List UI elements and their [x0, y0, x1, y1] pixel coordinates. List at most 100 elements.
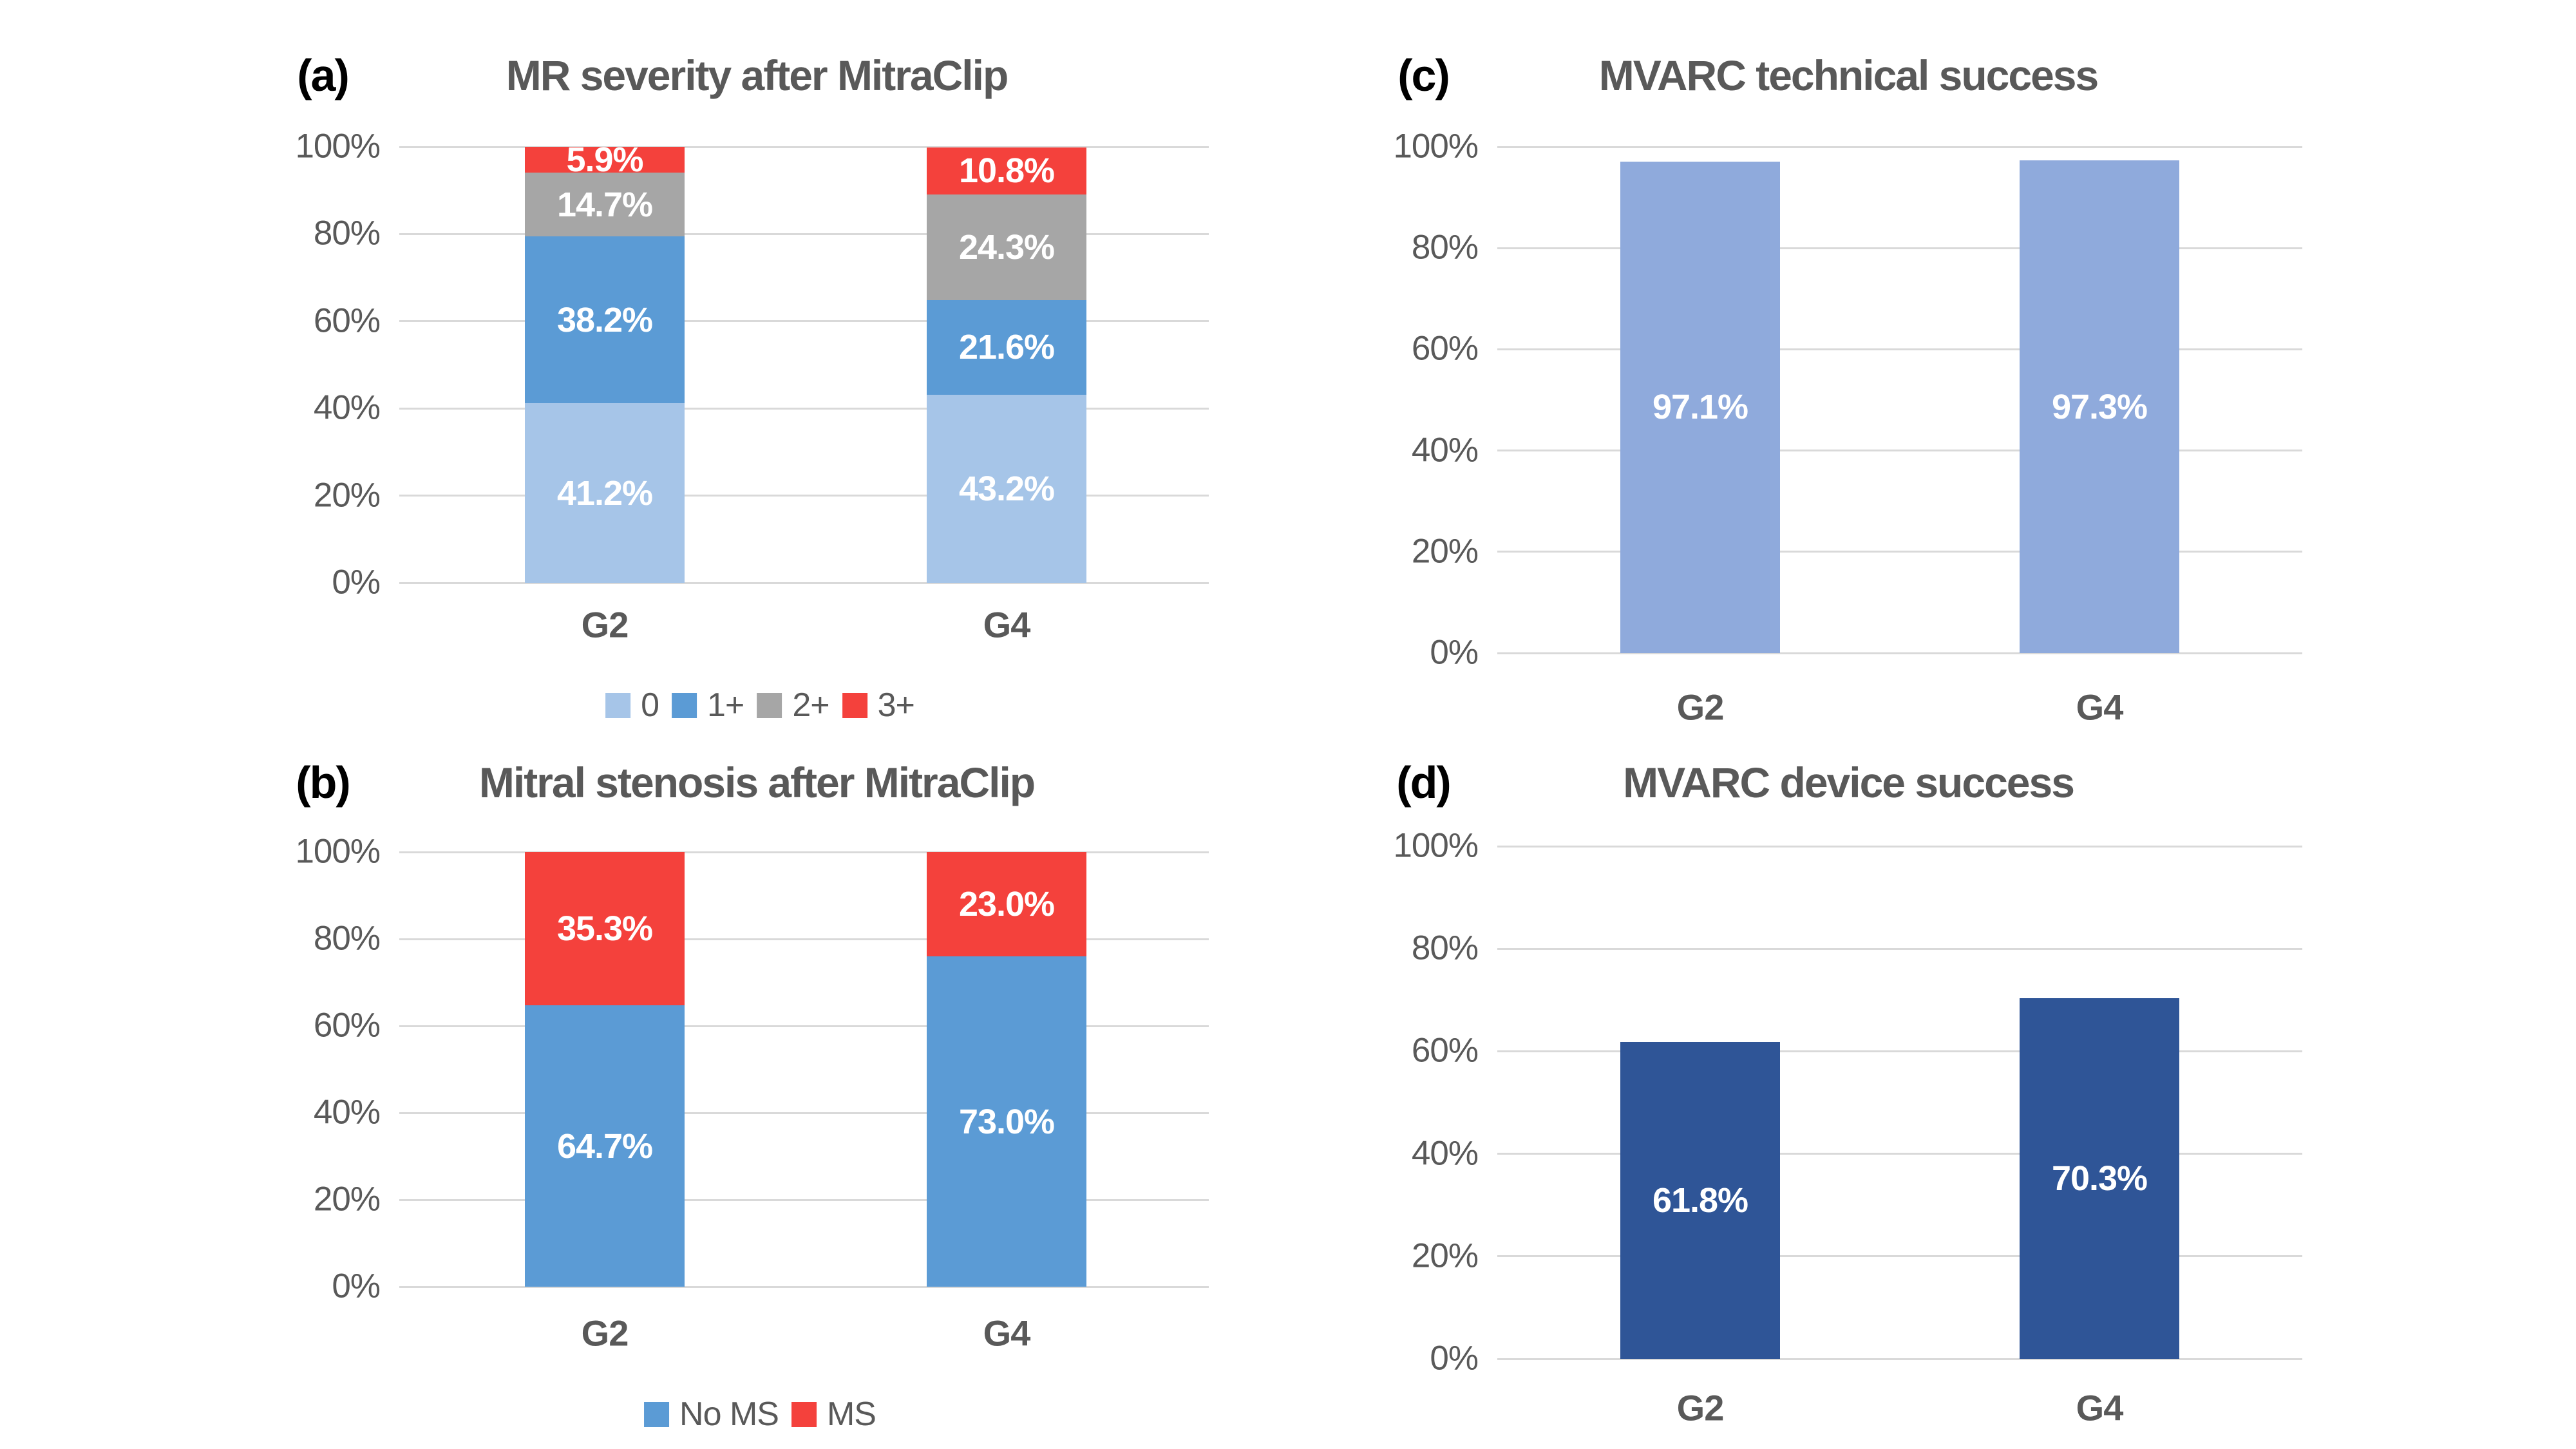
y-tick-label: 80%: [313, 919, 381, 958]
bar-segment: 64.7%: [525, 1005, 685, 1287]
chart-title-b: Mitral stenosis after MitraClip: [478, 759, 1036, 806]
gridline: [1497, 247, 2302, 249]
gridline: [399, 938, 1209, 940]
y-tick-label: 40%: [313, 388, 381, 427]
bar-g2: 64.7% 35.3%: [525, 852, 685, 1287]
category-label: G2: [581, 1312, 629, 1354]
y-tick-label: 100%: [295, 832, 381, 871]
chart-title-c: MVARC technical success: [1598, 52, 2099, 99]
gridline: [399, 1112, 1209, 1114]
legend-item: 0: [605, 688, 659, 722]
y-tick-label: 100%: [1393, 127, 1479, 166]
legend-item: 3+: [842, 687, 915, 724]
panel-letter-b: (b): [296, 757, 350, 808]
bar-g2: 97.1%: [1620, 161, 1780, 653]
category-label: G4: [2076, 687, 2124, 728]
y-tick-label: 20%: [1411, 1236, 1479, 1275]
category-label: G2: [1676, 687, 1725, 728]
bar-segment: 21.6%: [927, 300, 1086, 395]
bar-value-label: 61.8%: [1652, 1181, 1748, 1220]
gridline: [1497, 1255, 2302, 1258]
gridline: [1497, 845, 2302, 848]
gridline: [399, 232, 1209, 235]
bar-segment: 5.9%: [525, 142, 685, 177]
bar-value-label: 73.0%: [958, 1102, 1055, 1141]
y-tick-label: 0%: [1430, 1339, 1479, 1378]
gridline: [399, 146, 1209, 148]
y-tick-label: 60%: [313, 301, 381, 340]
gridline: [1497, 1050, 2302, 1052]
y-tick-label: 80%: [1411, 929, 1479, 967]
plot-area-a: 0% 20% 40% 60% 80% 100% 41.2% 38.2% 14.7% 5.9% G2 4…: [295, 127, 1209, 645]
gridline: [399, 582, 1209, 584]
y-tick-label: 20%: [313, 475, 381, 514]
gridline: [1497, 450, 2302, 452]
legend-label: No MS: [679, 1396, 779, 1433]
bar-segment: 38.2%: [525, 236, 685, 404]
bar-g4: 73.0% 23.0%: [927, 852, 1086, 1287]
plot-area-b: 0% 20% 40% 60% 80% 100% 64.7% 35.3% G2 73.0% 23.0%…: [295, 832, 1209, 1354]
legend-item: No MS: [644, 1397, 779, 1431]
gridline: [399, 407, 1209, 410]
y-tick-label: 0%: [332, 1267, 381, 1305]
bar-value-label: 5.9%: [566, 140, 643, 179]
legend-label: 0: [641, 687, 659, 724]
bar-segment: 70.3%: [2020, 998, 2179, 1359]
bar-value-label: 24.3%: [958, 228, 1055, 267]
y-tick-label: 100%: [1393, 826, 1479, 865]
bar-g2: 41.2% 38.2% 14.7% 5.9%: [525, 142, 685, 583]
y-tick-label: 0%: [1430, 633, 1479, 672]
bar-value-label: 64.7%: [556, 1126, 653, 1166]
gridline: [1497, 1358, 2302, 1360]
legend-label: 3+: [877, 687, 915, 724]
gridline: [1497, 551, 2302, 553]
chart-title-d: MVARC device success: [1623, 759, 2075, 806]
plot-area-c: 0% 20% 40% 60% 80% 100% 97.1% G2 97.3% G4: [1393, 127, 2302, 728]
legend-item: MS: [791, 1397, 876, 1431]
y-tick-label: 80%: [313, 214, 381, 252]
gridline: [399, 1285, 1209, 1288]
bar-segment: 10.8%: [927, 147, 1086, 194]
legend: No MS MS: [644, 1397, 876, 1431]
legend-item: 2+: [757, 688, 830, 722]
gridline: [399, 1198, 1209, 1201]
category-label: G2: [581, 604, 629, 645]
bar-segment: 43.2%: [927, 394, 1086, 583]
y-tick-label: 60%: [313, 1006, 381, 1045]
category-label: G4: [2076, 1387, 2124, 1428]
bar-segment: 61.8%: [1620, 1042, 1780, 1359]
bar-value-label: 97.3%: [2051, 387, 2148, 426]
bar-value-label: 21.6%: [958, 328, 1055, 367]
bar-value-label: 10.8%: [958, 151, 1055, 191]
gridline: [1497, 652, 2302, 654]
y-tick-label: 60%: [1411, 329, 1479, 368]
y-tick-label: 20%: [313, 1180, 381, 1218]
y-tick-label: 80%: [1411, 228, 1479, 267]
legend-swatch: [842, 692, 867, 718]
bar-value-label: 38.2%: [556, 300, 653, 339]
legend-swatch: [672, 692, 697, 718]
legend-label: MS: [826, 1396, 876, 1433]
bar-segment: 41.2%: [525, 403, 685, 583]
gridline: [1497, 1153, 2302, 1155]
legend: 0 1+ 2+ 3+: [605, 687, 915, 724]
y-tick-label: 60%: [1411, 1031, 1479, 1070]
gridline: [1497, 947, 2302, 950]
bar-segment: 73.0%: [927, 956, 1086, 1287]
bar-g2: 61.8%: [1620, 1042, 1780, 1359]
y-tick-label: 40%: [1411, 1133, 1479, 1172]
bar-value-label: 14.7%: [556, 185, 653, 224]
category-label: G4: [983, 604, 1031, 645]
bar-value-label: 43.2%: [958, 469, 1055, 508]
panel-letter-a: (a): [297, 50, 350, 100]
panel-letter-d: (d): [1396, 757, 1451, 808]
bar-value-label: 35.3%: [556, 909, 653, 949]
bar-segment: 97.1%: [1620, 161, 1780, 653]
legend-swatch: [757, 692, 782, 718]
gridline: [399, 851, 1209, 853]
chart-title-a: MR severity after MitraClip: [506, 52, 1009, 99]
